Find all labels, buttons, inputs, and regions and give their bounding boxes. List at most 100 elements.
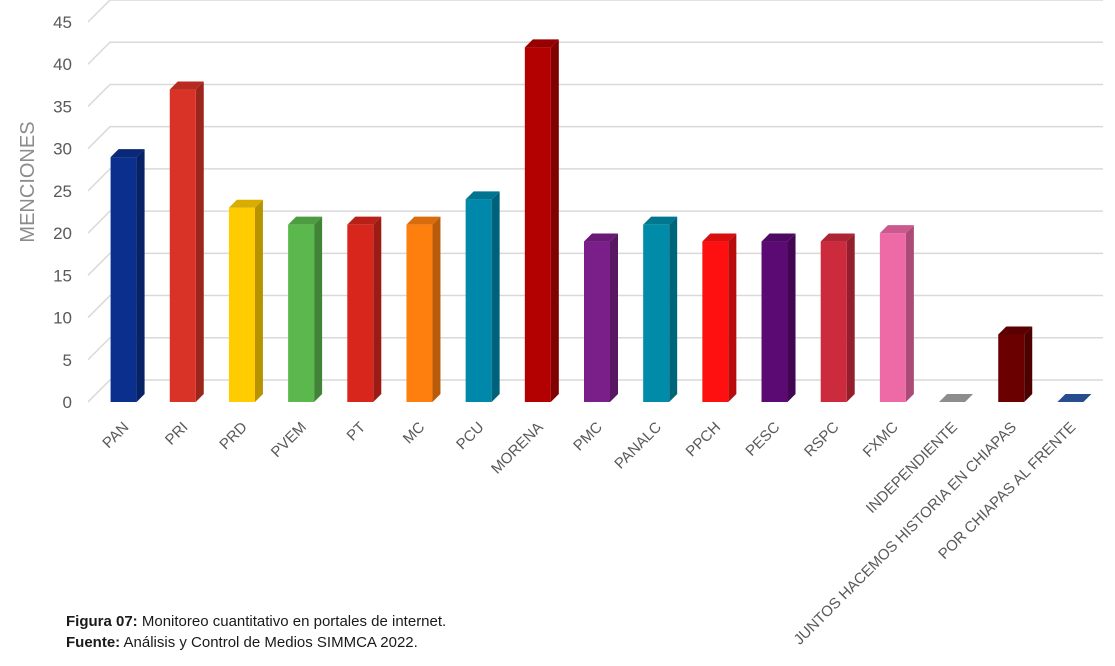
bar-front bbox=[288, 224, 315, 402]
bar-pcu bbox=[465, 191, 500, 402]
bar-side bbox=[728, 233, 737, 402]
bar-prd bbox=[228, 199, 263, 402]
category-label: PCU bbox=[453, 419, 487, 453]
bar-top bbox=[761, 233, 796, 242]
category-label: FXMC bbox=[860, 419, 902, 461]
gridline bbox=[87, 125, 1103, 150]
y-tick-label: 40 bbox=[53, 55, 72, 74]
gridline bbox=[87, 168, 1103, 192]
figure-label: Figura 07: bbox=[66, 613, 138, 630]
category-label: JUNTOS HACEMOS HISTORIA EN CHIAPAS bbox=[791, 419, 1021, 649]
y-axis-label: MENCIONES bbox=[17, 121, 39, 242]
bar-pesc bbox=[761, 233, 796, 402]
bar-front bbox=[524, 47, 551, 402]
y-axis-ticks: 0 5 10 15 20 25 30 35 40 45 bbox=[53, 13, 72, 412]
bar-rspc bbox=[820, 233, 855, 402]
bar-pmc bbox=[584, 233, 618, 402]
bar-mc bbox=[406, 216, 441, 402]
bar-side bbox=[905, 225, 914, 402]
category-label: PRI bbox=[162, 419, 192, 449]
category-label: PAN bbox=[99, 419, 132, 452]
category-label: MC bbox=[400, 419, 429, 448]
bar-side bbox=[846, 233, 855, 402]
figure-caption: Figura 07: Monitoreo cuantitativo en por… bbox=[66, 613, 446, 630]
bar-top bbox=[584, 233, 618, 242]
bar-top bbox=[347, 216, 382, 225]
y-tick-label: 45 bbox=[53, 13, 72, 32]
bar-front bbox=[702, 241, 729, 402]
bar-front bbox=[169, 89, 196, 403]
bars bbox=[110, 39, 1092, 403]
bar-por-chiapas-al-frente bbox=[1057, 394, 1092, 402]
bar-side bbox=[254, 199, 263, 402]
bar-top bbox=[110, 149, 145, 158]
bar-top bbox=[998, 326, 1033, 335]
bar-side bbox=[1024, 326, 1033, 402]
bar-top bbox=[524, 39, 559, 48]
gridline bbox=[87, 41, 1103, 65]
bar-side bbox=[550, 39, 559, 402]
bar-front bbox=[110, 157, 137, 402]
source-label: Fuente: bbox=[66, 634, 121, 651]
bar-panalc bbox=[643, 216, 678, 402]
bar-front bbox=[406, 224, 433, 402]
bar-front bbox=[820, 241, 847, 402]
source-text: Análisis y Control de Medios SIMMCA 2022… bbox=[120, 634, 418, 651]
bar-side bbox=[195, 81, 204, 403]
gridline bbox=[87, 210, 1103, 234]
bar-top bbox=[406, 216, 441, 225]
bar-top bbox=[820, 233, 855, 242]
bar-top bbox=[939, 394, 974, 402]
bar-front bbox=[347, 224, 374, 402]
bar-front bbox=[584, 241, 610, 402]
bar-side bbox=[787, 233, 796, 402]
bar-top bbox=[288, 216, 323, 225]
category-label: RSPC bbox=[801, 419, 843, 461]
bar-top bbox=[169, 81, 204, 90]
bar-morena bbox=[524, 39, 559, 402]
bar-ppch bbox=[702, 233, 737, 402]
y-tick-label: 15 bbox=[53, 266, 72, 285]
bar-top bbox=[465, 191, 500, 200]
y-tick-label: 5 bbox=[63, 351, 72, 370]
bar-side bbox=[373, 216, 382, 402]
category-label: PT bbox=[344, 419, 370, 445]
y-tick-label: 25 bbox=[53, 182, 72, 201]
bar-pt bbox=[347, 216, 382, 402]
bar-pvem bbox=[288, 216, 323, 402]
source-caption: Fuente: Análisis y Control de Medios SIM… bbox=[66, 634, 418, 651]
bar-pri bbox=[169, 81, 204, 403]
bar-side bbox=[432, 216, 441, 402]
y-tick-label: 35 bbox=[53, 97, 72, 116]
bar-juntos-hacemos-historia-en-chiapas bbox=[998, 326, 1033, 402]
bar-front bbox=[879, 233, 906, 402]
bar-side bbox=[610, 233, 618, 402]
bar-front bbox=[761, 241, 788, 402]
bar-front bbox=[465, 199, 492, 402]
bar-pan bbox=[110, 149, 145, 402]
bar-top bbox=[228, 199, 263, 208]
bar-front bbox=[228, 207, 255, 402]
bar-top bbox=[879, 225, 914, 234]
category-label: PANALC bbox=[611, 419, 665, 473]
gridlines bbox=[87, 0, 1103, 403]
category-label: PRD bbox=[216, 419, 251, 454]
gridline bbox=[87, 83, 1103, 107]
bar-side bbox=[669, 216, 678, 402]
category-label: PMC bbox=[570, 419, 606, 455]
bar-side bbox=[314, 216, 323, 402]
bar-fxmc bbox=[879, 225, 914, 402]
bar-front bbox=[643, 224, 670, 402]
category-label: PPCH bbox=[683, 419, 724, 460]
y-tick-label: 30 bbox=[53, 140, 72, 159]
y-tick-label: 20 bbox=[53, 224, 72, 243]
bar-top bbox=[702, 233, 737, 242]
bar-independiente bbox=[939, 394, 974, 402]
y-tick-label: 10 bbox=[53, 309, 72, 328]
bar-top bbox=[1057, 394, 1092, 402]
figure-text: Monitoreo cuantitativo en portales de in… bbox=[137, 613, 447, 630]
bar-side bbox=[491, 191, 500, 402]
bar-side bbox=[136, 149, 145, 402]
bar-top bbox=[643, 216, 678, 225]
